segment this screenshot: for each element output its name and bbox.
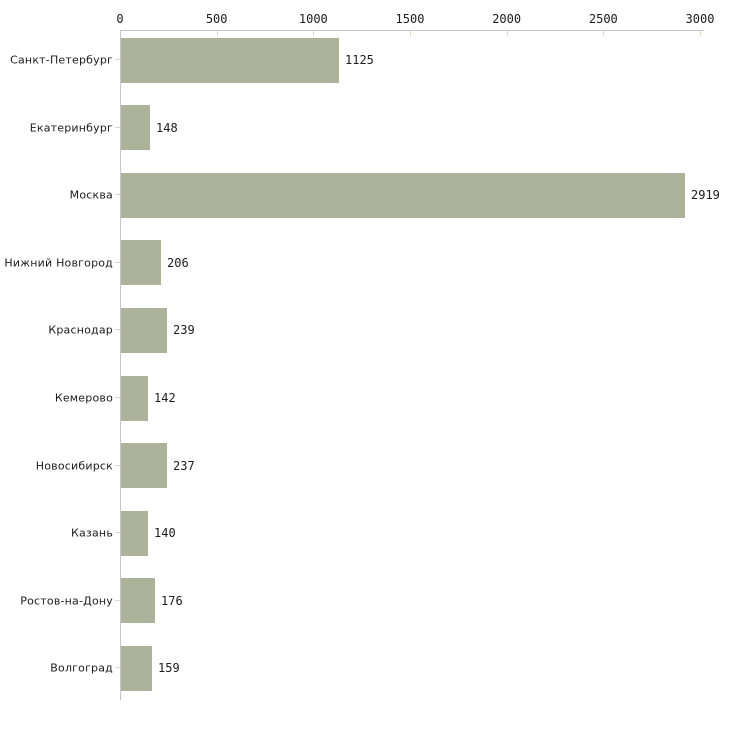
x-axis-tick-label: 0 <box>116 12 124 26</box>
bar <box>121 240 161 286</box>
x-axis-tick-mark <box>603 31 605 36</box>
bar-row: Москва 2919 <box>0 172 730 218</box>
y-axis-tick-mark <box>115 329 120 331</box>
value-label: 239 <box>173 323 195 338</box>
y-axis-tick-mark <box>115 194 120 196</box>
category-label: Кемерово <box>54 391 113 405</box>
y-axis-tick-mark <box>115 126 120 128</box>
x-axis-tick-label: 1000 <box>298 12 328 26</box>
category-label: Новосибирск <box>35 459 113 473</box>
x-axis-tick-mark <box>506 31 508 36</box>
x-axis-tick-mark <box>313 31 315 36</box>
bar <box>121 645 152 691</box>
bar <box>121 172 685 218</box>
x-axis-tick-label: 2000 <box>492 12 522 26</box>
value-label: 142 <box>154 391 176 405</box>
category-label: Казань <box>70 526 113 540</box>
y-axis-tick-mark <box>115 667 120 669</box>
x-axis-tick-mark <box>216 31 218 36</box>
y-axis-tick-mark <box>115 397 120 398</box>
value-label: 1125 <box>345 53 374 67</box>
bar <box>121 307 167 353</box>
value-label: 237 <box>173 458 195 473</box>
category-label: Волгоград <box>50 661 113 675</box>
y-axis-line <box>120 30 121 700</box>
bar <box>121 510 148 556</box>
category-label: Екатеринбург <box>29 121 113 135</box>
x-axis-tick-label: 1500 <box>395 12 425 26</box>
bar <box>121 443 167 489</box>
category-label: Краснодар <box>48 323 113 337</box>
bar <box>121 105 150 151</box>
x-axis-tick-mark <box>700 31 701 36</box>
y-axis-tick-mark <box>115 599 120 601</box>
y-axis-tick-mark <box>115 464 120 466</box>
category-label: Нижний Новгород <box>4 256 113 270</box>
value-label: 2919 <box>691 188 720 203</box>
bar <box>121 578 155 624</box>
value-label: 140 <box>154 526 176 541</box>
bar-row: Волгоград 159 <box>0 645 730 691</box>
bar-row: Краснодар 239 <box>0 307 730 353</box>
x-axis-tick-mark <box>410 31 411 36</box>
value-label: 159 <box>158 661 180 676</box>
category-label: Санкт-Петербург <box>10 53 113 67</box>
y-axis-tick-mark <box>115 532 120 534</box>
category-label: Ростов-на-Дону <box>20 594 113 608</box>
bar-row: Ростов-на-Дону 176 <box>0 578 730 624</box>
x-axis-tick-label: 2500 <box>588 12 618 26</box>
bar-row: Новосибирск 237 <box>0 443 730 489</box>
bar-row: Кемерово 142 <box>0 375 730 421</box>
y-axis-tick-mark <box>115 261 120 263</box>
value-label: 176 <box>161 593 183 608</box>
bar <box>121 375 148 421</box>
bar-row: Санкт-Петербург 1125 <box>0 37 730 83</box>
value-label: 148 <box>156 120 178 135</box>
bar-row: Екатеринбург 148 <box>0 105 730 151</box>
value-label: 206 <box>167 255 189 270</box>
y-axis-tick-mark <box>115 59 120 60</box>
x-axis-line <box>120 30 704 31</box>
x-axis-tick-label: 3000 <box>685 12 715 26</box>
category-label: Москва <box>69 188 113 202</box>
bar <box>121 37 339 83</box>
x-axis-tick-label: 500 <box>205 12 228 26</box>
bar-row: Нижний Новгород 206 <box>0 240 730 286</box>
bar-row: Казань 140 <box>0 510 730 556</box>
